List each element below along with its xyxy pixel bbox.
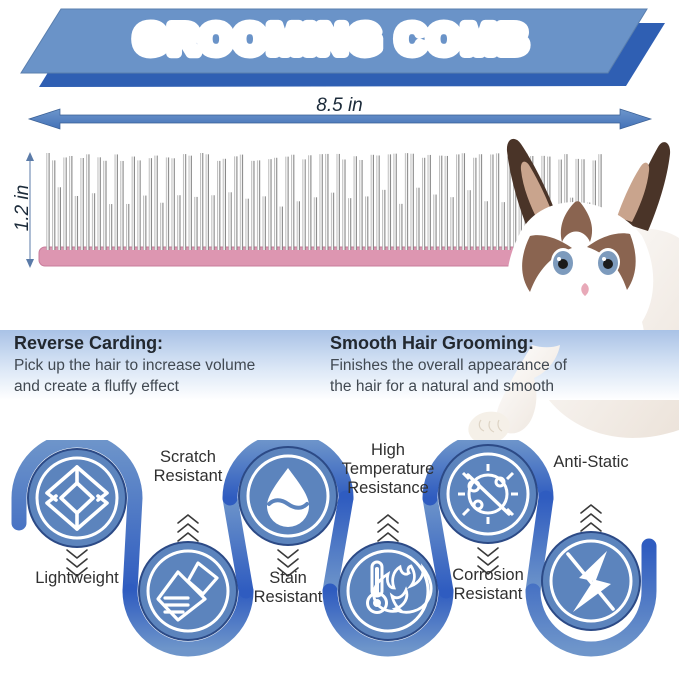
svg-text:Temperature: Temperature <box>342 460 435 478</box>
svg-text:Lightweight: Lightweight <box>35 569 119 587</box>
svg-text:Resistant: Resistant <box>254 588 323 606</box>
svg-text:High: High <box>371 441 405 459</box>
svg-text:Resistance: Resistance <box>347 479 429 497</box>
svg-text:Anti-Static: Anti-Static <box>553 453 628 471</box>
svg-text:Scratch: Scratch <box>160 448 216 466</box>
svg-text:Resistant: Resistant <box>454 585 523 603</box>
svg-text:Resistant: Resistant <box>154 467 223 485</box>
svg-text:Stain: Stain <box>269 569 307 587</box>
svg-text:Corrosion: Corrosion <box>452 566 524 584</box>
